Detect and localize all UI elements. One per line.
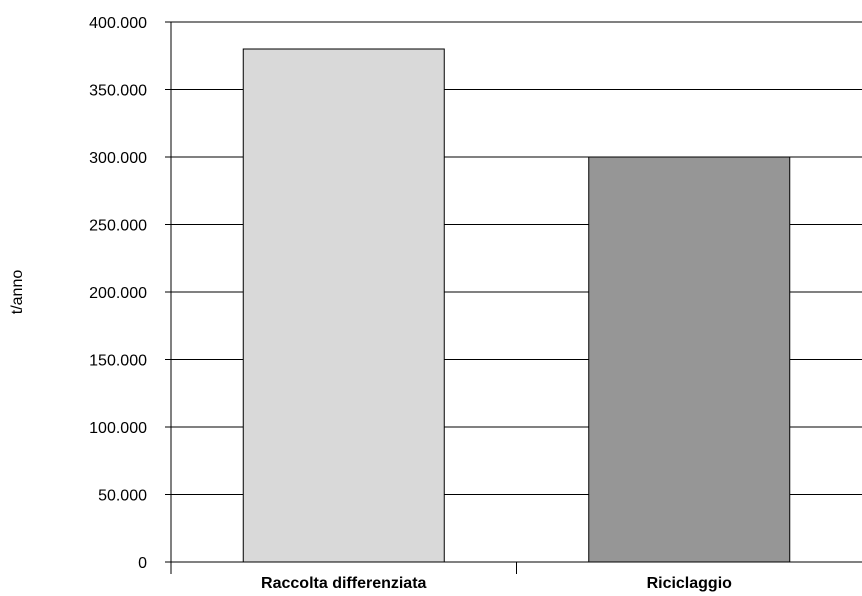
y-tick-label: 400.000 (89, 15, 147, 32)
y-tick-label: 0 (138, 555, 147, 572)
y-tick-label: 250.000 (89, 218, 147, 235)
x-category-label: Riciclaggio (647, 575, 733, 592)
x-category-label: Raccolta differenziata (261, 575, 426, 592)
y-tick-label: 150.000 (89, 353, 147, 370)
y-axis-ticks: 0 50.000 100.000 150.000 200.000 250.000 300.0… (89, 15, 171, 572)
y-tick-label: 350.000 (89, 83, 147, 100)
y-tick-label: 100.000 (89, 420, 147, 437)
y-tick-label: 200.000 (89, 285, 147, 302)
bars (242, 48, 791, 563)
bar (588, 156, 791, 563)
x-axis-ticks: Raccolta differenziata Riciclaggio (170, 562, 733, 592)
y-tick-label: 50.000 (98, 488, 147, 505)
y-axis-title: t/anno (9, 270, 26, 315)
y-tick-label: 300.000 (89, 150, 147, 167)
bar (242, 48, 445, 563)
